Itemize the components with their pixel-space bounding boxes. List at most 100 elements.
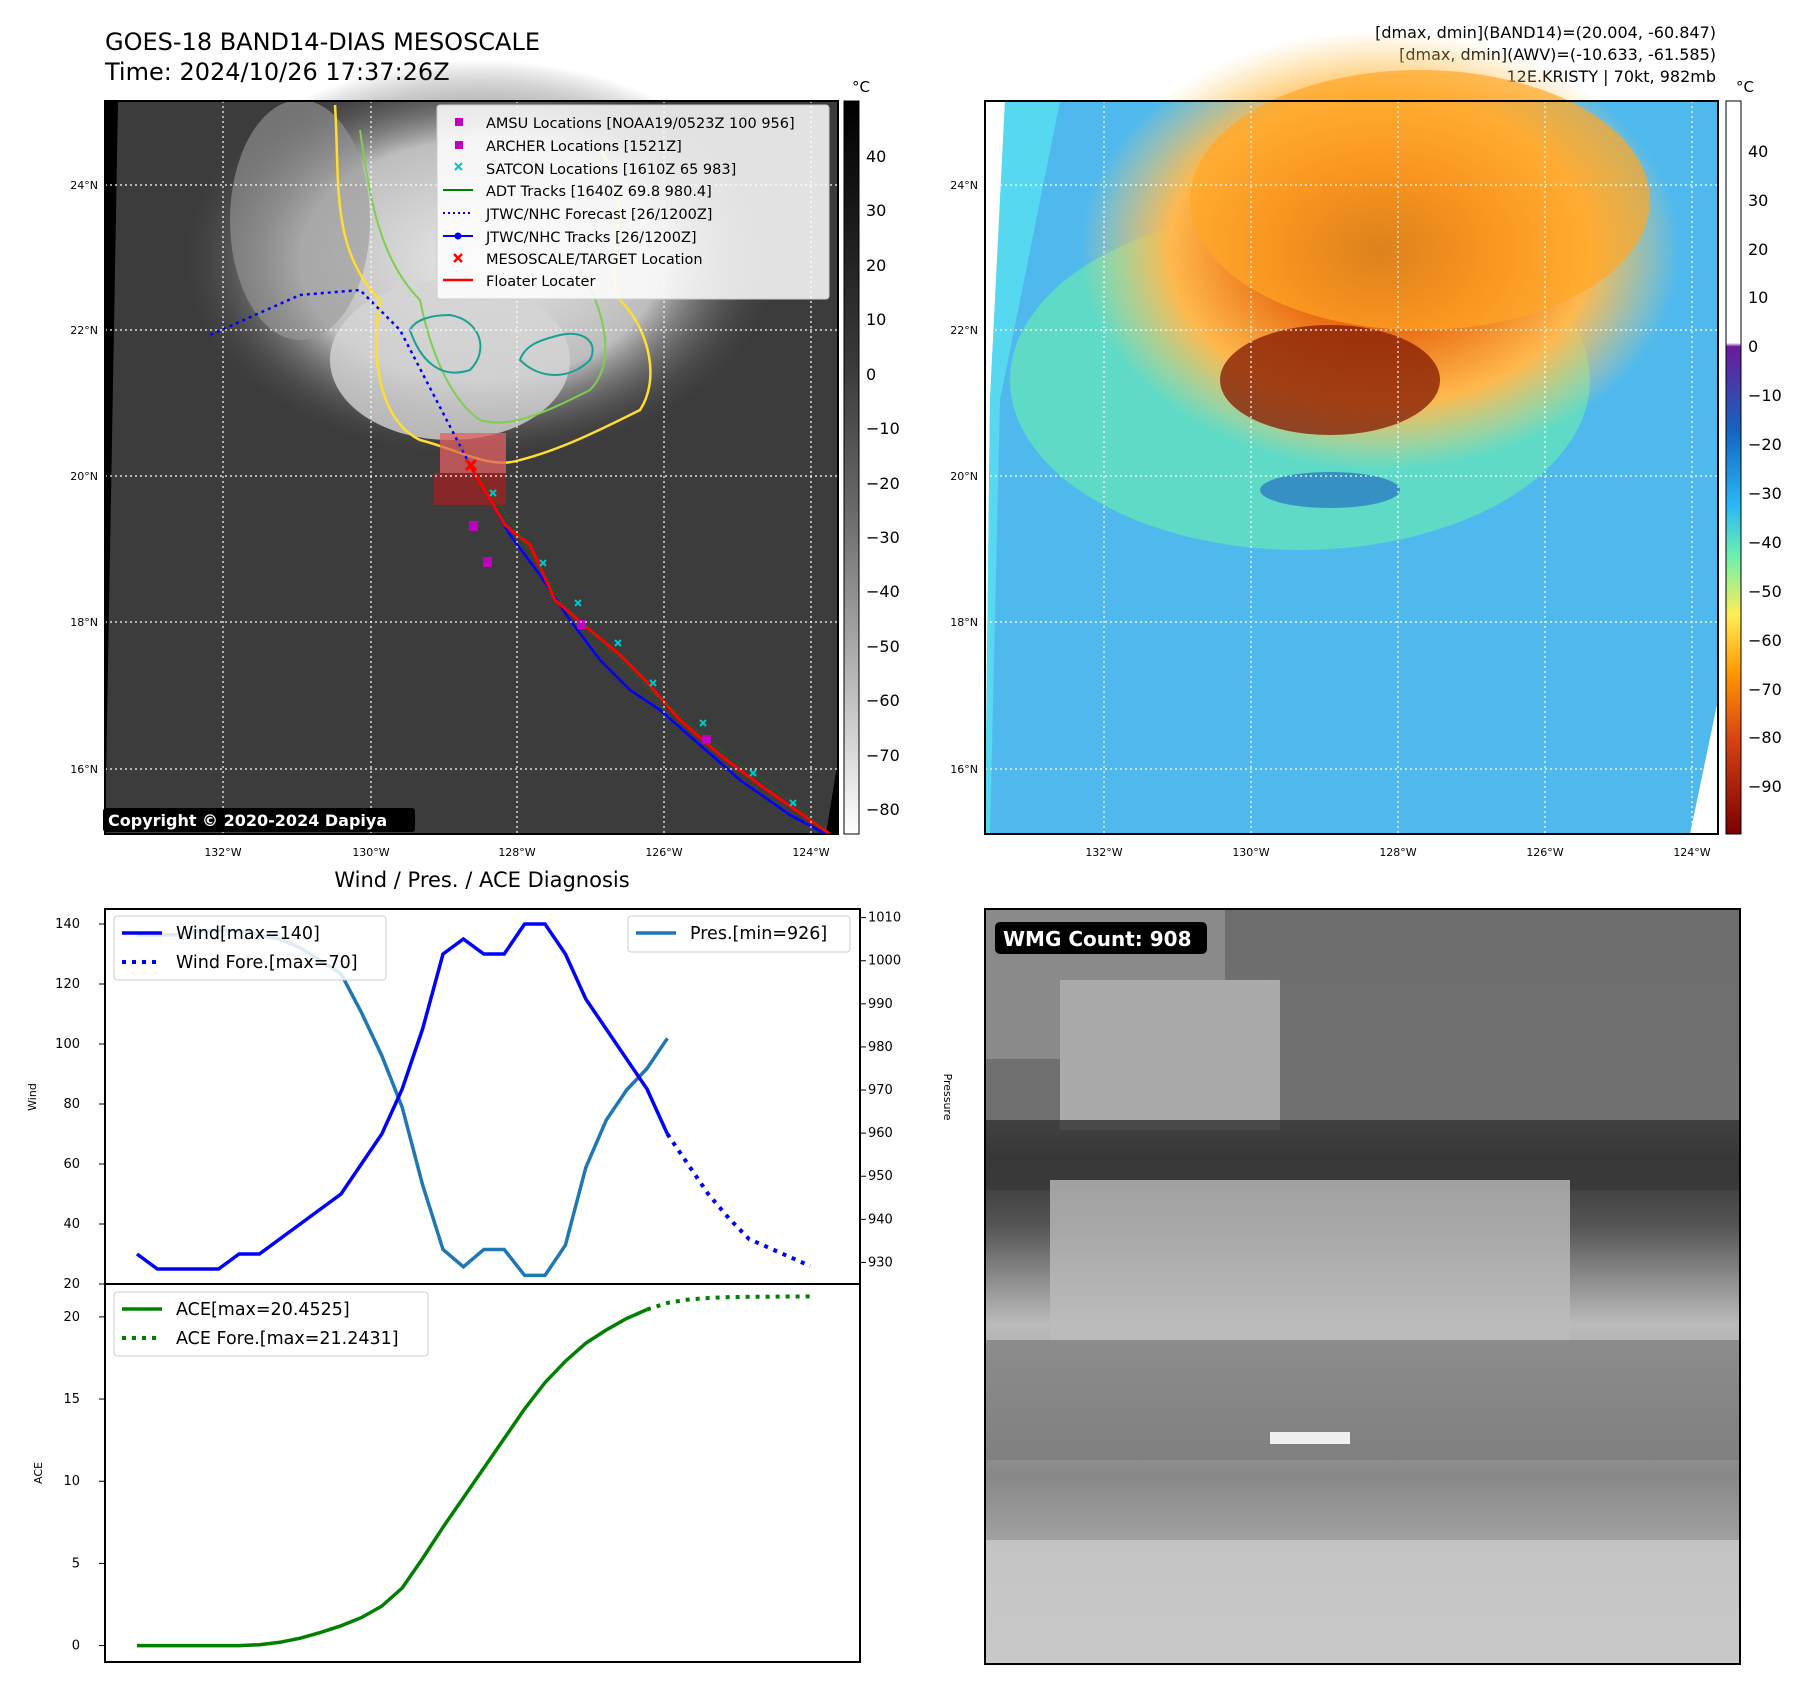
amsu-marker — [483, 557, 492, 567]
axis-tick-label: 0 — [72, 1639, 80, 1654]
cbar-tick: 20 — [1748, 240, 1768, 259]
legend-label-forecast: JTWC/NHC Forecast [26/1200Z] — [485, 207, 712, 223]
left-map-gridlines — [105, 101, 838, 834]
cbar-tick: −40 — [1748, 533, 1782, 552]
archer-marker — [469, 521, 478, 531]
axis-tick-label: 40 — [63, 1217, 80, 1232]
lat-label: 18°N — [950, 616, 978, 629]
right-map-lat-labels: 24°N 22°N 20°N 18°N 16°N — [950, 179, 978, 776]
wmg-mid-band — [1050, 1180, 1570, 1340]
left-colorbar-unit: °C — [852, 78, 870, 96]
right-map — [984, 30, 1719, 835]
legend-box — [436, 104, 830, 300]
axis-tick-label: 990 — [868, 997, 893, 1012]
mesoscale-target-marker — [464, 458, 478, 472]
left-colorbar-ticks: 40 30 20 10 0 −10 −20 −30 −40 −50 −60 −7… — [866, 147, 900, 819]
cbar-tick: −60 — [1748, 631, 1782, 650]
lat-label: 20°N — [950, 470, 978, 483]
cold-contour-teal-2 — [518, 332, 594, 376]
axis-tick-label: 80 — [63, 1097, 80, 1112]
axis-tick-label: 980 — [868, 1040, 893, 1055]
legend-label-amsu: AMSU Locations [NOAA19/0523Z 100 956] — [486, 116, 795, 132]
lon-label: 128°W — [498, 846, 535, 859]
lat-label: 24°N — [70, 179, 98, 192]
archer-legend-marker — [455, 141, 463, 149]
axis-tick-label: 60 — [63, 1157, 80, 1172]
wmg-warm-eye-block — [1060, 980, 1280, 1130]
ace-legend-label: ACE[max=20.4525] — [176, 1300, 350, 1320]
lat-label: 22°N — [70, 324, 98, 337]
ace-series-line — [137, 1307, 648, 1648]
cbar-tick: −80 — [1748, 728, 1782, 747]
lon-label: 130°W — [1232, 846, 1269, 859]
right-map-cloud-top — [1190, 70, 1650, 330]
wmg-bright-strip — [1270, 1432, 1350, 1444]
cbar-tick: −40 — [866, 582, 900, 601]
right-map-cold-core — [1220, 325, 1440, 435]
wind-y-ticks: 20 40 60 80 100 120 140 — [55, 917, 105, 1292]
right-map-frame — [984, 100, 1719, 835]
axis-tick-label: 15 — [63, 1392, 80, 1407]
cbar-tick: 30 — [866, 201, 886, 220]
cbar-tick: 20 — [866, 256, 886, 275]
lon-label: 126°W — [645, 846, 682, 859]
cbar-tick: 10 — [1748, 288, 1768, 307]
lat-label: 20°N — [70, 470, 98, 483]
cbar-tick: 40 — [1748, 142, 1768, 161]
wind-axis-label: Wind — [26, 1083, 39, 1111]
cold-contour-green — [359, 129, 607, 424]
pres-legend-label: Pres.[min=926] — [690, 924, 827, 944]
wmg-badge — [995, 922, 1207, 954]
right-colorbar: °C 40 30 20 10 0 −10 −20 −30 −40 −50 −60… — [1725, 78, 1782, 835]
right-map-swath-west — [985, 101, 1060, 834]
right-map-gridlines — [985, 101, 1718, 834]
ace-forecast-series-line — [646, 1294, 811, 1312]
wind-series-line — [135, 922, 669, 1271]
ace-axis-label: ACE — [32, 1462, 45, 1484]
cbar-tick: −20 — [1748, 435, 1782, 454]
pressure-axis-label: Pressure — [941, 1074, 954, 1121]
wind-legend-box — [113, 915, 387, 981]
satcon-markers — [489, 489, 797, 807]
axis-tick-label: 10 — [63, 1474, 80, 1489]
cbar-tick: −20 — [866, 474, 900, 493]
left-colorbar-gradient — [843, 100, 860, 835]
cbar-tick: 0 — [866, 365, 876, 384]
cbar-tick: −90 — [1748, 777, 1782, 796]
ace-legend-box — [113, 1291, 429, 1357]
axis-tick-label: 140 — [55, 917, 80, 932]
axis-tick-label: 970 — [868, 1083, 893, 1098]
jtwc-forecast-track — [209, 288, 472, 466]
diagnosis-title: Wind / Pres. / ACE Diagnosis — [334, 868, 629, 892]
cbar-tick: −30 — [1748, 484, 1782, 503]
cold-contour-teal — [408, 313, 482, 374]
floater-track — [466, 461, 831, 836]
left-map-cloud-core — [330, 280, 570, 440]
map-legend: AMSU Locations [NOAA19/0523Z 100 956] AR… — [436, 104, 830, 300]
cbar-tick: 30 — [1748, 191, 1768, 210]
cbar-tick: −30 — [866, 528, 900, 547]
wmg-bottom-band — [985, 1540, 1740, 1664]
left-colorbar: °C 40 30 20 10 0 −10 −20 −30 −40 −50 −60… — [843, 78, 900, 835]
right-map-lon-labels: 132°W 130°W 128°W 126°W 124°W — [1085, 846, 1710, 859]
axis-tick-label: 20 — [63, 1277, 80, 1292]
cbar-tick: 40 — [866, 147, 886, 166]
axis-tick-label: 5 — [72, 1556, 80, 1571]
lat-label: 22°N — [950, 324, 978, 337]
wmg-count-label: WMG Count: 908 — [1003, 927, 1192, 951]
lon-label: 132°W — [1085, 846, 1122, 859]
wind-forecast-series-line — [665, 1132, 812, 1268]
right-colorbar-gradient — [1725, 100, 1742, 835]
lon-label: 124°W — [1673, 846, 1710, 859]
track-square-1 — [577, 620, 586, 629]
axis-tick-label: 100 — [55, 1037, 80, 1052]
stats-band14: [dmax, dmin](BAND14)=(20.004, -60.847) — [1375, 23, 1716, 42]
adt-track — [474, 469, 827, 833]
lon-label: 130°W — [352, 846, 389, 859]
wmg-panel: WMG Count: 908 — [984, 908, 1741, 1665]
wind-pres-panel: 20 40 60 80 100 120 140 930 940 950 960 970 980 990 1… — [26, 908, 954, 1292]
track-legend-dot — [454, 232, 462, 240]
copyright-badge — [103, 808, 415, 832]
lat-label: 24°N — [950, 179, 978, 192]
